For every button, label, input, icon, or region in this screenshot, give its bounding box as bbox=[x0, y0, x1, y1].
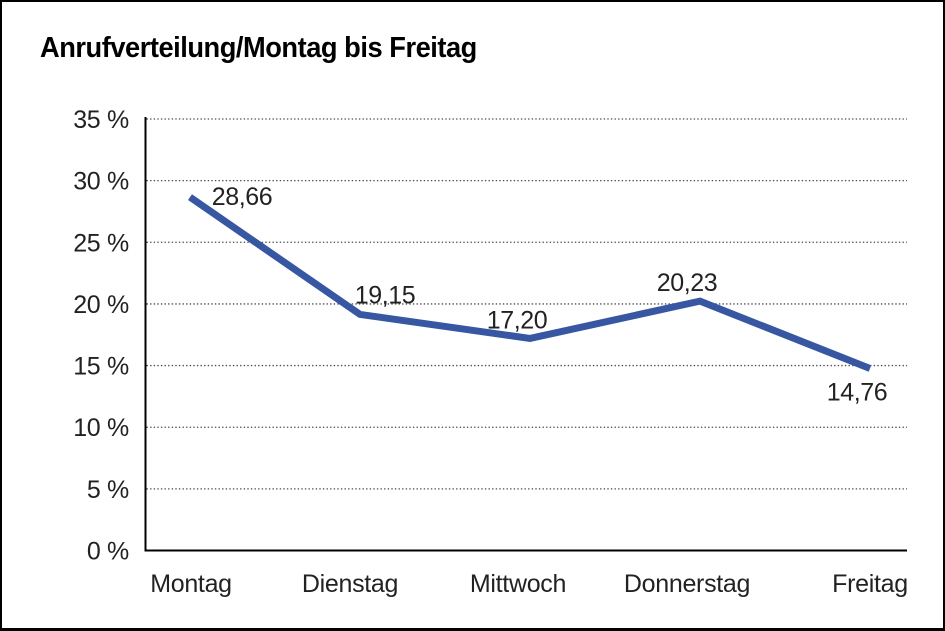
y-tick-label: 30 % bbox=[73, 168, 129, 196]
y-tick-label: 5 % bbox=[87, 476, 129, 504]
x-axis-label: Freitag bbox=[832, 570, 908, 598]
y-tick-label: 25 % bbox=[73, 229, 129, 257]
y-tick-label: 10 % bbox=[73, 414, 129, 442]
data-line bbox=[188, 194, 872, 372]
x-axis-label: Dienstag bbox=[302, 570, 398, 598]
chart-title: Anrufverteilung/Montag bis Freitag bbox=[40, 32, 477, 64]
x-axis-label: Montag bbox=[150, 570, 232, 598]
x-axis-label: Mittwoch bbox=[470, 570, 566, 598]
y-tick-label: 0 % bbox=[87, 538, 129, 566]
data-point-label: 20,23 bbox=[657, 269, 718, 297]
y-tick-label: 20 % bbox=[73, 291, 129, 319]
y-tick-label: 15 % bbox=[73, 353, 129, 381]
data-point-label: 14,76 bbox=[827, 379, 888, 407]
x-axis-label: Donnerstag bbox=[624, 570, 750, 598]
y-tick-label: 35 % bbox=[73, 106, 129, 134]
data-point-label: 28,66 bbox=[212, 183, 273, 211]
data-point-label: 17,20 bbox=[487, 306, 548, 334]
data-point-label: 19,15 bbox=[355, 281, 416, 309]
